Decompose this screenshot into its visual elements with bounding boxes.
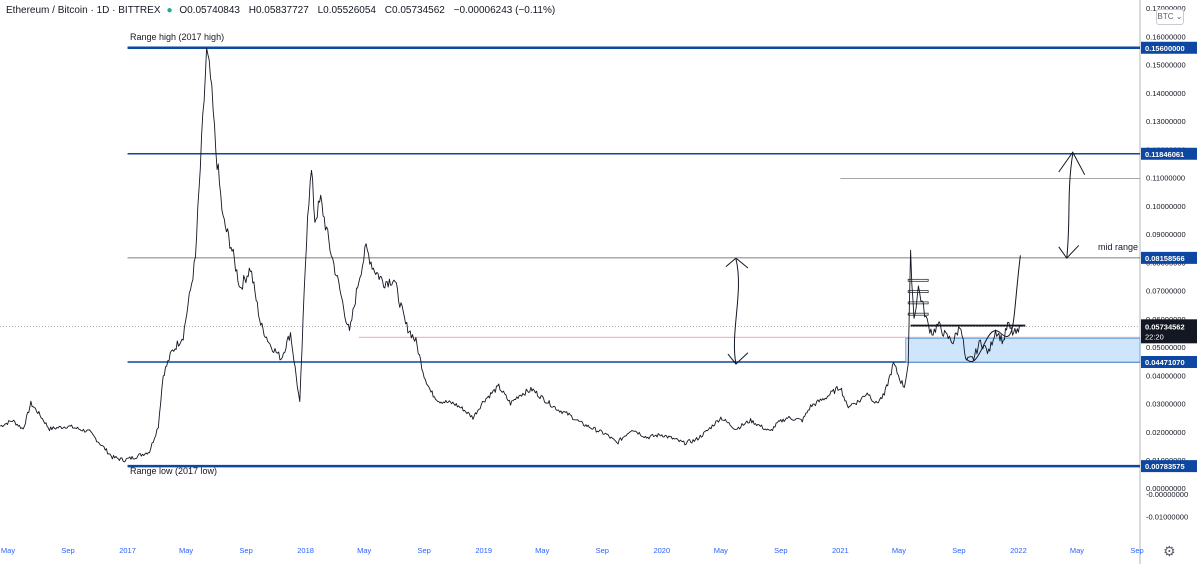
support-zone (905, 337, 1141, 363)
level-tag-label: 0.15600000 (1145, 44, 1185, 53)
consolidation-box (907, 312, 929, 316)
consolidation-box (907, 301, 929, 305)
price-tick-label: 0.04000000 (1146, 371, 1186, 380)
current-price-tag-label: 0.05734562 (1145, 322, 1185, 331)
time-tick-label: 2021 (832, 546, 849, 555)
price-axis-tags: 0.15600000 0.11846061 0.08158566 0.04471070… (1141, 41, 1197, 473)
symbol-title[interactable]: Ethereum / Bitcoin · 1D · BITTREX (6, 5, 161, 16)
price-line (0, 47, 1021, 463)
arrowhead-up-2022 (1058, 151, 1086, 176)
time-tick-label: May (1, 546, 15, 555)
time-tick-label: May (892, 546, 906, 555)
price-tick-label: 0.13000000 (1146, 117, 1186, 126)
ohlc-legend: Ethereum / Bitcoin · 1D · BITTREX ● O0.05… (6, 5, 555, 16)
close-value: 0.05734562 (392, 5, 445, 16)
time-tick-label: Sep (239, 546, 252, 555)
level-tag-label: 0.00783575 (1145, 462, 1185, 471)
double-arrow-2020 (733, 258, 739, 365)
price-tick-label: 0.10000000 (1146, 202, 1186, 211)
price-tick-label: 0.03000000 (1146, 400, 1186, 409)
price-tick-label: 0.07000000 (1146, 287, 1186, 296)
arrowhead-up-2020 (725, 257, 749, 269)
high-value: 0.05837727 (255, 5, 309, 16)
time-tick-label: Sep (596, 546, 609, 555)
time-tick-label: 2019 (475, 546, 492, 555)
time-tick-label: Sep (61, 546, 74, 555)
time-tick-label: May (535, 546, 549, 555)
low-label: L (317, 5, 324, 16)
range-low-annotation: Range low (2017 low) (130, 466, 218, 476)
time-tick-label: 2022 (1010, 546, 1027, 555)
price-tick-label: 0.14000000 (1146, 89, 1186, 98)
current-price-tag-bg (1141, 319, 1197, 344)
price-tick-label: 0.15000000 (1146, 61, 1186, 70)
price-tick-label: 0.16000000 (1146, 32, 1186, 41)
level-tag-bg (1141, 460, 1197, 473)
chart-settings-gear-icon[interactable]: ⚙ (1163, 543, 1176, 559)
time-tick-label: Sep (774, 546, 787, 555)
time-tick-label: Sep (952, 546, 965, 555)
price-tick-label: 0.05000000 (1146, 343, 1186, 352)
time-tick-label: May (1070, 546, 1084, 555)
time-axis-ticks: May Sep 2017 May Sep 2018 May Sep 2019 May Sep 2020… (1, 546, 1144, 555)
low-value: 0.05526054 (323, 5, 376, 16)
mid-range-annotation: mid range (1098, 242, 1139, 252)
time-tick-label: May (714, 546, 728, 555)
time-tick-label: May (179, 546, 193, 555)
level-tag-bg (1141, 147, 1197, 160)
hand-drawn-annotations (725, 151, 1086, 365)
time-tick-label: Sep (417, 546, 430, 555)
level-tag-label: 0.04471070 (1145, 358, 1185, 367)
close-label: C (384, 5, 393, 16)
time-tick-label: 2017 (119, 546, 136, 555)
open-label: O (179, 5, 188, 16)
range-high-annotation: Range high (2017 high) (130, 32, 225, 42)
consolidation-box (907, 278, 929, 282)
level-tag-label: 0.08158566 (1145, 254, 1185, 263)
change-value: −0.00006243 (−0.11%) (453, 5, 556, 16)
level-tag-label: 0.11846061 (1145, 150, 1184, 159)
arrowhead-down-2020 (727, 352, 749, 365)
arrowhead-down-2022 (1058, 245, 1080, 259)
time-tick-label: 2020 (653, 546, 670, 555)
price-tick-label: 0.09000000 (1146, 230, 1186, 239)
price-series (0, 47, 1021, 463)
price-tick-label: -0.01000000 (1146, 512, 1188, 521)
time-tick-label: Sep (1130, 546, 1143, 555)
open-value: 0.05740843 (187, 5, 240, 16)
horizontal-levels (0, 46, 1140, 468)
price-tick-label: -0.00000000 (1146, 490, 1188, 499)
time-tick-label: 2018 (297, 546, 314, 555)
high-label: H (248, 5, 256, 16)
price-tick-label: 0.17000000 (1146, 4, 1186, 13)
bar-countdown-label: 22:20 (1145, 332, 1164, 341)
currency-selector-button[interactable]: BTC ⌄ (1156, 9, 1184, 25)
price-tick-label: 0.02000000 (1146, 428, 1186, 437)
projection-path (965, 255, 1021, 362)
level-tag-bg (1141, 251, 1197, 264)
market-open-dot-icon: ● (166, 5, 173, 16)
double-arrow-2022 (1066, 153, 1074, 259)
price-tick-label: 0.11000000 (1146, 174, 1185, 183)
level-tag-bg (1141, 41, 1197, 54)
level-tag-bg (1141, 355, 1197, 368)
time-tick-label: May (357, 546, 371, 555)
support-zone-box (905, 337, 1141, 363)
price-tick-label: 0.00000000 (1146, 484, 1186, 493)
consolidation-box (907, 290, 929, 293)
